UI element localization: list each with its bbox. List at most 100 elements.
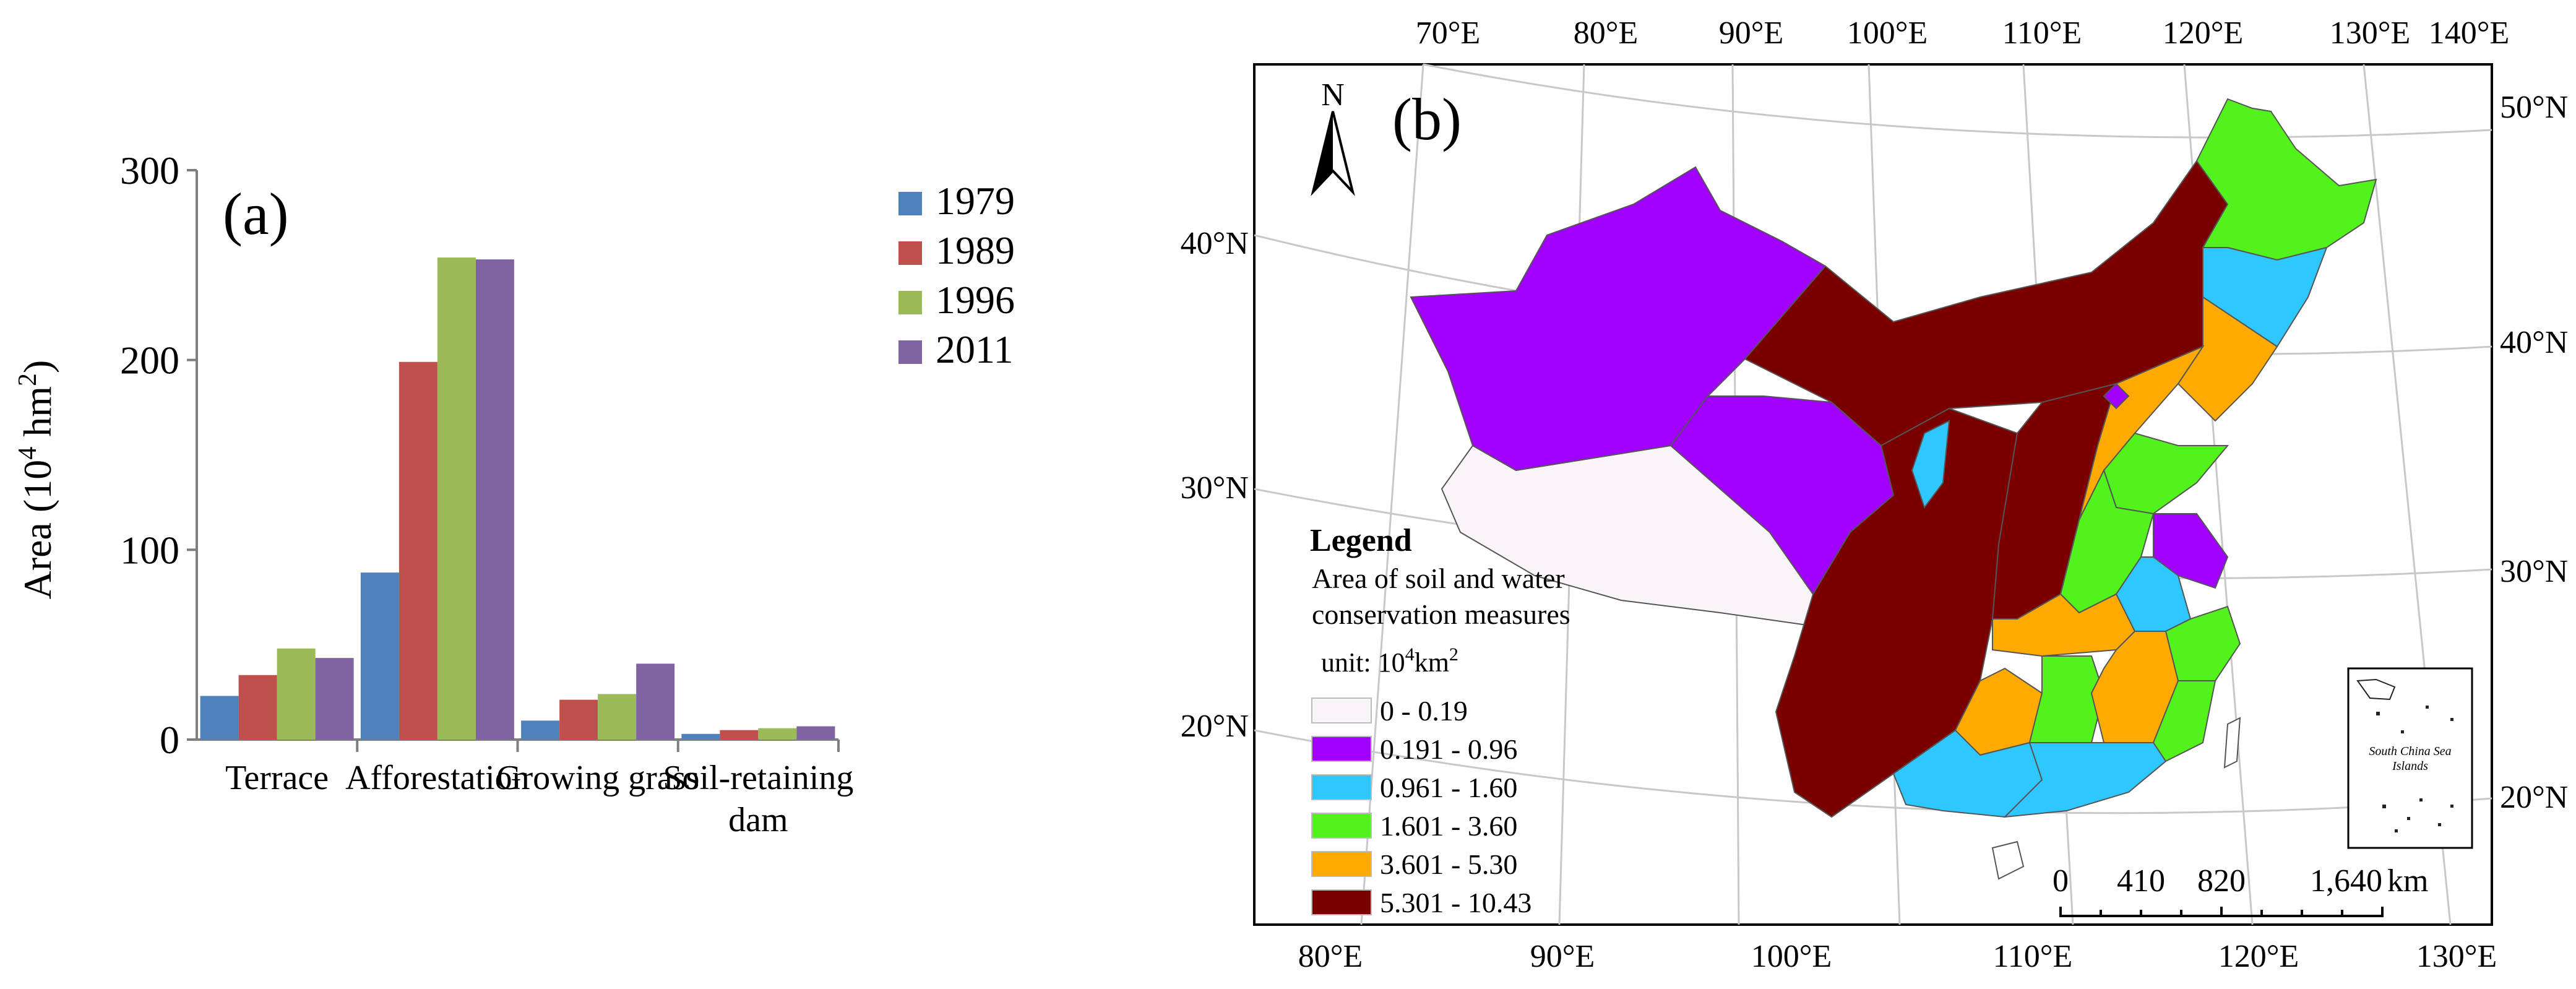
legend-class-label: 3.601 - 5.30 — [1380, 849, 1517, 880]
top-longitude-labels: 70°E 80°E 90°E 100°E 110°E 120°E 130°E 140°E — [1416, 15, 2510, 51]
legend-label-1979: 1979 — [936, 179, 1015, 223]
right-lat-label: 30°N — [2500, 554, 2568, 589]
bar-2011-1 — [475, 259, 514, 740]
scale-label: 820 — [2197, 863, 2246, 899]
legend-class-swatch — [1311, 774, 1372, 800]
scale-label: 410 — [2117, 863, 2165, 899]
legend-class-swatch — [1311, 851, 1372, 877]
top-lon-label: 70°E — [1416, 15, 1481, 51]
x-tick-label: Afforestation — [345, 759, 530, 797]
x-tick-label-line2: dam — [728, 801, 788, 839]
bar-1979-3 — [681, 733, 720, 740]
bar-2011-0 — [315, 658, 354, 740]
right-lat-label: 50°N — [2500, 90, 2568, 125]
bottom-lon-label: 110°E — [1993, 939, 2073, 974]
legend-label-2011: 2011 — [936, 327, 1014, 371]
north-arrow-label: N — [1321, 77, 1345, 113]
chart-legend: 1979 1989 1996 2011 — [898, 179, 1015, 371]
legend-swatch-2011 — [898, 340, 922, 364]
bar-1989-1 — [398, 361, 437, 740]
inset-label-line2: Islands — [2392, 759, 2428, 773]
region-gansu-sichuan — [1775, 407, 2018, 818]
panel-a-label: (a) — [223, 181, 289, 247]
inset-map: South China Sea Islands — [2347, 667, 2473, 849]
top-lon-label: 100°E — [1847, 15, 1928, 51]
legend-class-label: 0 - 0.19 — [1380, 695, 1468, 727]
map-panel: N (b) 70°E 80°E 90°E 100°E 110°E 120°E 130°E 14… — [1181, 15, 2569, 974]
legend-class-swatch — [1311, 813, 1372, 839]
legend-swatch-1979 — [898, 192, 922, 215]
inset-label-line1: South China Sea — [2369, 745, 2451, 758]
top-lon-label: 110°E — [2002, 15, 2082, 51]
scale-bar: 0 410 820 1,640 km — [2053, 863, 2428, 917]
bottom-lon-label: 120°E — [2218, 939, 2299, 974]
legend-title: Legend — [1310, 523, 1412, 558]
bar-1979-2 — [521, 720, 560, 740]
legend-class-label: 0.191 - 0.96 — [1380, 733, 1517, 765]
legend-unit: unit: 104km2 — [1321, 644, 1458, 678]
right-lat-label: 20°N — [2500, 780, 2568, 815]
bar-1989-2 — [559, 699, 598, 740]
legend-class-swatch — [1311, 889, 1372, 915]
bar-1989-3 — [720, 730, 759, 740]
region-hubei — [1992, 593, 2136, 657]
bar-1989-0 — [238, 675, 277, 740]
bar-1996-2 — [598, 694, 637, 740]
y-tick-label: 300 — [120, 149, 179, 192]
right-latitude-labels: 50°N 40°N 30°N 20°N — [2500, 90, 2568, 815]
region-ningxia — [1911, 420, 1950, 509]
x-tick-label: Terrace — [225, 759, 329, 797]
bottom-lon-label: 100°E — [1751, 939, 1832, 974]
legend-class-label: 0.961 - 1.60 — [1380, 772, 1517, 803]
scale-unit: km — [2387, 863, 2428, 899]
region-fujian — [2152, 680, 2216, 762]
bottom-lon-label: 90°E — [1530, 939, 1595, 974]
top-lon-label: 90°E — [1719, 15, 1784, 51]
bar-1979-1 — [360, 572, 399, 740]
bar-1996-3 — [758, 728, 797, 740]
map-regions — [1410, 98, 2377, 880]
top-lon-label: 130°E — [2330, 15, 2411, 51]
y-tick-label: 0 — [160, 718, 179, 762]
region-beijing — [2103, 382, 2130, 410]
x-tick-label: Soil-retaining — [663, 759, 853, 797]
region-guangdong — [2003, 742, 2167, 818]
x-tick-label: Growing grass — [496, 759, 699, 797]
region-liaoning — [2177, 296, 2278, 422]
bottom-longitude-labels: 80°E 90°E 100°E 110°E 120°E 130°E — [1298, 939, 2497, 974]
top-lon-label: 80°E — [1574, 15, 1639, 51]
bar-1996-0 — [277, 648, 316, 740]
y-tick-labels: 0 100 200 300 — [120, 149, 179, 762]
left-lat-label: 40°N — [1181, 226, 1249, 261]
region-hainan — [1991, 840, 2025, 880]
bar-chart-panel: (a) 0 100 200 300 Terrace AfforestationGrowi… — [14, 149, 1015, 839]
top-lon-label: 140°E — [2429, 15, 2510, 51]
legend-subtitle-line1: Area of soil and water — [1312, 563, 1565, 594]
legend-class-label: 5.301 - 10.43 — [1380, 887, 1531, 918]
left-lat-label: 30°N — [1181, 470, 1249, 506]
left-lat-label: 20°N — [1181, 709, 1249, 744]
legend-label-1989: 1989 — [936, 228, 1015, 272]
right-lat-label: 40°N — [2500, 325, 2568, 360]
y-axis-label: Area (104 hm2) — [14, 360, 59, 600]
north-arrow: N — [1311, 77, 1355, 196]
region-taiwan — [2223, 717, 2241, 769]
bar-1979-0 — [200, 696, 239, 740]
scale-label: 1,640 — [2310, 863, 2382, 899]
legend-swatch-1989 — [898, 241, 922, 265]
panel-b-label: (b) — [1392, 86, 1462, 152]
legend-swatch-1996 — [898, 291, 922, 314]
legend-subtitle-line2: conservation measures — [1312, 598, 1570, 630]
left-latitude-labels: 40°N 30°N 20°N — [1181, 226, 1249, 744]
legend-class-swatch — [1311, 697, 1372, 723]
bar-1996-1 — [437, 257, 476, 740]
bar-2011-2 — [636, 663, 675, 740]
legend-class-label: 1.601 - 3.60 — [1380, 810, 1517, 842]
y-tick-label: 100 — [120, 528, 179, 572]
legend-class-swatch — [1311, 736, 1372, 762]
bars — [200, 257, 835, 740]
legend-label-1996: 1996 — [936, 278, 1015, 322]
scale-label: 0 — [2053, 863, 2069, 899]
bottom-lon-label: 130°E — [2416, 939, 2497, 974]
